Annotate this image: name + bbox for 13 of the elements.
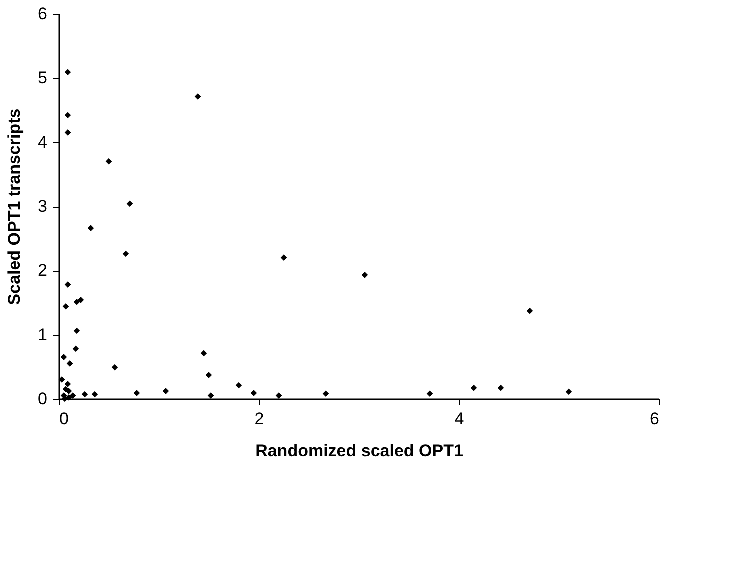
y-tick-label: 6 xyxy=(38,4,48,24)
y-tick-label: 2 xyxy=(38,261,48,280)
x-axis-title: Randomized scaled OPT1 xyxy=(256,442,464,460)
x-tick-label: 4 xyxy=(454,410,464,428)
y-tick-label: 5 xyxy=(38,68,48,88)
x-tick-label: 6 xyxy=(650,410,660,428)
y-tick-label: 1 xyxy=(38,325,48,344)
y-tick-label: 4 xyxy=(38,132,48,152)
y-tick-label: 0 xyxy=(38,390,48,408)
x-tick-label: 2 xyxy=(254,410,264,428)
y-tick-label: 3 xyxy=(38,197,48,216)
y-axis-title: Scaled OPT1 transcripts xyxy=(5,108,24,306)
x-tick-label: 0 xyxy=(60,410,69,428)
